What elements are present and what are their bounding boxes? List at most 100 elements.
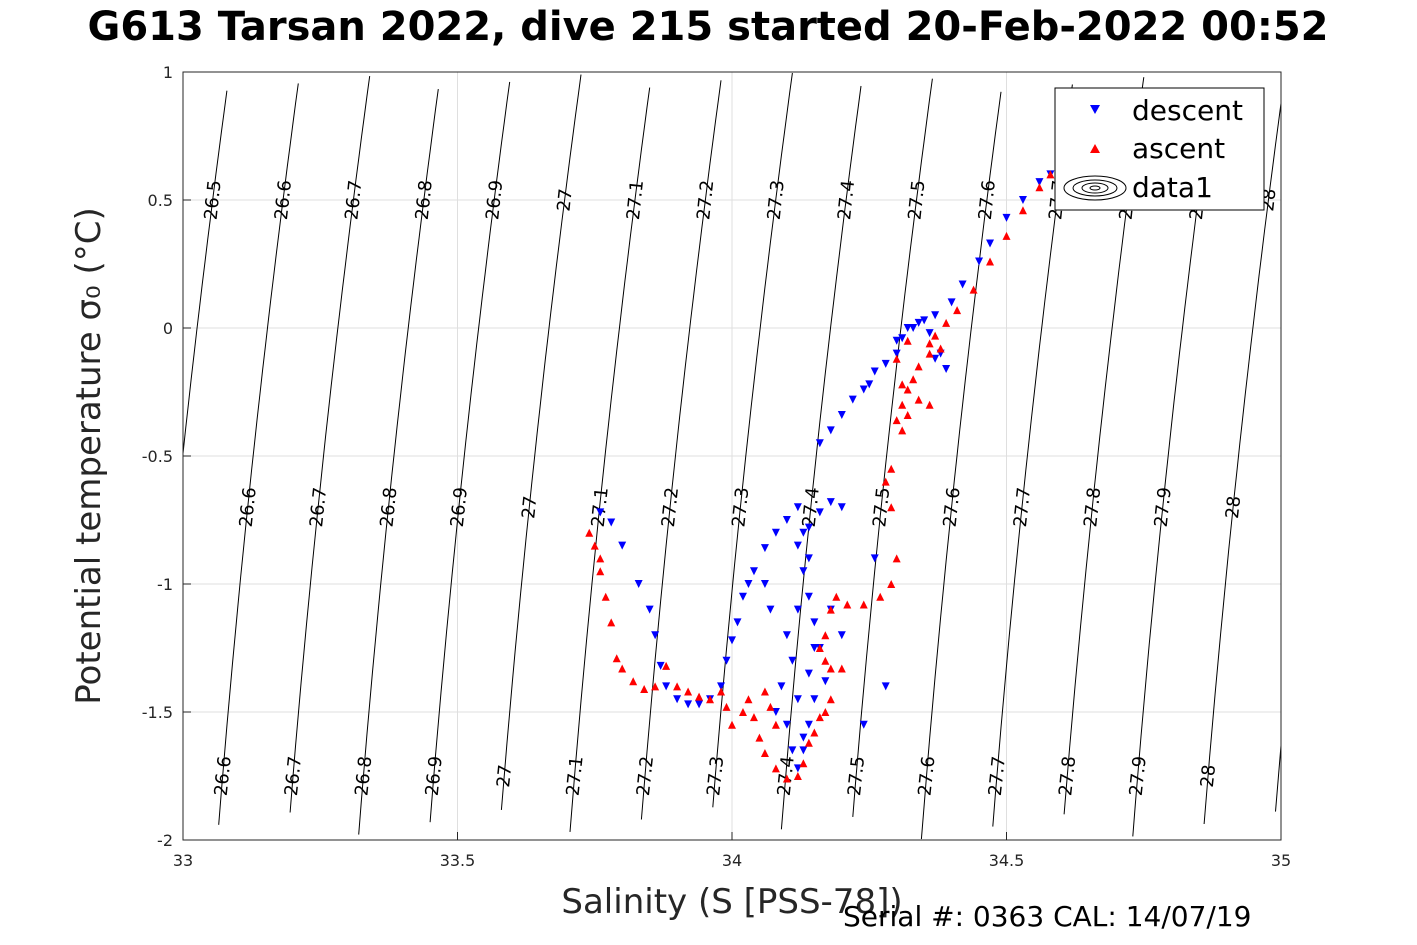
- isopycnal-label: 27.4: [834, 179, 859, 221]
- isopycnal-label: 28: [1222, 495, 1245, 520]
- y-axis-label: Potential temperature σ₀ (°C): [69, 207, 109, 705]
- ascent-point: [892, 354, 901, 363]
- serial-cal-footer: Serial #: 0363 CAL: 14/07/19: [843, 900, 1252, 933]
- x-tick-label: 34: [722, 851, 742, 870]
- legend-ascent-label: ascent: [1132, 132, 1225, 165]
- descent-point: [870, 367, 879, 376]
- isopycnal-line: [852, 78, 933, 817]
- descent-point: [837, 411, 846, 420]
- y-ticks: -2 -1.5 -1 -0.5 0 0.5 1: [142, 63, 191, 850]
- ascent-point: [728, 720, 736, 729]
- isopycnal-label: 27.6: [975, 179, 1000, 221]
- descent-point: [826, 498, 835, 507]
- y-tick-label: 0.5: [148, 191, 173, 210]
- isopycnal-label: 27.5: [844, 755, 869, 797]
- descent-point: [815, 439, 824, 448]
- descent-point: [788, 656, 797, 665]
- legend-contour-icon: [1063, 175, 1127, 201]
- ascent-point: [969, 285, 978, 294]
- descent-point: [892, 336, 901, 345]
- descent-series: [596, 170, 1055, 773]
- descent-point: [931, 311, 940, 320]
- isopycnal-label: 27.8: [1080, 486, 1105, 528]
- ascent-point: [755, 733, 764, 742]
- descent-point: [788, 746, 797, 755]
- descent-point: [793, 503, 802, 512]
- x-tick-label: 34.5: [989, 851, 1025, 870]
- y-tick-label: -1: [157, 575, 173, 594]
- isopycnal-label: 27.5: [904, 179, 929, 221]
- descent-point: [804, 669, 813, 678]
- ascent-point: [722, 702, 731, 711]
- ascent-point: [903, 385, 912, 394]
- descent-point: [826, 426, 835, 435]
- ascent-point: [826, 664, 835, 673]
- descent-point: [947, 298, 956, 307]
- isopycnal-label: 27.1: [623, 179, 648, 221]
- descent-point: [782, 720, 791, 729]
- ascent-point: [744, 695, 753, 704]
- ascent-point: [1018, 206, 1027, 215]
- ascent-point: [771, 764, 780, 773]
- isopycnal-label: 26.8: [412, 179, 437, 221]
- descent-point: [925, 329, 934, 338]
- isopycnal-label: 27.8: [1055, 755, 1080, 797]
- ascent-point: [607, 618, 616, 627]
- isopycnal-label: 27.9: [1151, 486, 1176, 528]
- y-tick-label: -1.5: [142, 703, 173, 722]
- ascent-point: [1002, 231, 1011, 240]
- isopycnal-line: [712, 72, 793, 808]
- descent-point: [793, 695, 802, 704]
- descent-point: [733, 618, 742, 627]
- descent-point: [870, 554, 879, 563]
- ascent-point: [815, 713, 824, 722]
- descent-point: [673, 695, 682, 704]
- isopycnal-line: [780, 85, 862, 830]
- descent-point: [920, 316, 929, 325]
- descent-point: [914, 318, 923, 327]
- isopycnal-label: 27.1: [588, 486, 613, 528]
- descent-point: [859, 385, 868, 394]
- legend-descent-label: descent: [1132, 94, 1243, 127]
- isopycnal-label: 26.6: [271, 179, 296, 221]
- ascent-point: [832, 592, 841, 601]
- isopycnal-label: 28: [1197, 764, 1220, 789]
- ascent-point: [782, 774, 791, 783]
- descent-point: [799, 746, 808, 755]
- isopycnal-label: 26.7: [341, 179, 366, 221]
- descent-point: [837, 631, 846, 640]
- ascent-point: [612, 654, 621, 663]
- isopycnal-label: 26.7: [281, 755, 306, 797]
- ascent-point: [766, 702, 775, 711]
- ascent-point: [876, 592, 885, 601]
- legend-data1-label: data1: [1132, 171, 1213, 204]
- descent-point: [821, 677, 830, 686]
- ascent-point: [859, 600, 868, 609]
- ascent-point: [695, 692, 704, 701]
- descent-point: [684, 700, 693, 709]
- descent-point: [777, 682, 786, 691]
- ascent-point: [1035, 183, 1044, 192]
- ascent-point: [942, 318, 951, 327]
- ascent-point: [821, 656, 830, 665]
- isopycnal-label: 27: [493, 764, 516, 789]
- x-tick-label: 33.5: [440, 851, 476, 870]
- ascent-point: [892, 416, 901, 425]
- ascent-point: [892, 554, 901, 563]
- legend-ascent-marker: [1090, 144, 1100, 153]
- isopycnal-line: [218, 83, 299, 825]
- descent-point: [793, 605, 802, 614]
- isopycnal-label: 27.6: [940, 486, 965, 528]
- descent-point: [865, 380, 874, 389]
- isopycnal-label: 27.2: [633, 755, 658, 797]
- ascent-point: [601, 592, 610, 601]
- ascent-point: [596, 567, 605, 576]
- ascent-point: [903, 411, 912, 420]
- ascent-point: [936, 344, 945, 353]
- ascent-point: [810, 728, 819, 737]
- ascent-point: [887, 464, 896, 473]
- isopycnal-label: 27.2: [693, 179, 718, 221]
- descent-point: [892, 349, 901, 358]
- ascent-point: [749, 713, 758, 722]
